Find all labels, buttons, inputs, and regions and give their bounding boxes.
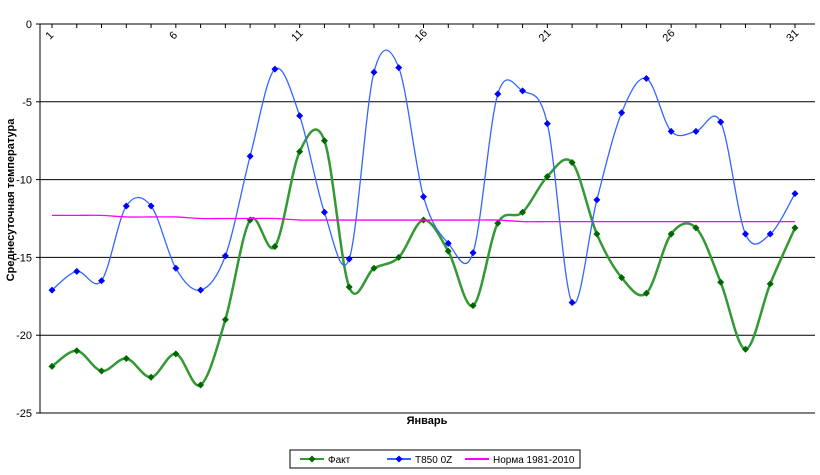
marker [345,283,353,291]
marker [296,148,304,156]
y-tick-label: -5 [22,97,32,109]
marker [568,158,576,166]
y-tick-label: -15 [16,252,32,264]
marker [791,224,799,232]
marker [642,74,650,82]
marker [122,202,130,210]
marker [172,350,180,358]
x-tick-label: 31 [784,27,801,44]
series-line [51,214,795,223]
marker [494,219,502,227]
legend-label: T850 0Z [415,455,452,466]
marker [370,264,378,272]
marker [420,193,427,201]
marker [172,264,180,272]
marker [494,90,502,98]
x-tick-label: 11 [289,28,306,45]
marker [717,278,725,286]
marker [370,68,378,76]
legend-label: Норма 1981-2010 [493,455,575,466]
marker [221,252,229,260]
x-tick-label: 1 [43,29,56,42]
marker [98,277,106,285]
marker [741,345,749,353]
marker [593,230,601,238]
legend-marker [395,455,403,463]
marker [667,127,675,135]
x-axis-title: Январь [407,415,448,427]
marker [618,109,626,117]
marker [618,274,626,282]
marker [543,172,551,180]
marker [271,243,279,251]
marker [692,224,700,232]
y-tick-label: 0 [26,19,32,31]
y-axis-title: Среднесуточная температура [5,118,17,282]
marker [197,286,205,294]
marker [73,267,81,275]
marker [444,239,452,247]
marker [469,302,477,310]
marker [593,196,601,204]
marker [48,362,56,370]
marker [122,355,130,363]
marker [320,208,328,216]
marker [791,190,799,198]
marker [73,347,81,355]
legend-box [289,449,581,469]
marker [469,249,477,257]
marker [667,230,675,238]
marker [543,120,551,128]
marker [642,289,650,297]
marker [741,230,749,238]
marker [692,127,700,135]
marker [717,118,725,126]
marker [147,373,155,381]
marker [345,255,353,263]
marker [519,208,527,216]
marker [296,112,304,120]
marker [568,299,576,307]
marker [444,247,452,255]
marker [320,137,328,145]
marker [766,280,774,288]
y-tick-label: -25 [16,408,32,420]
marker [246,152,254,160]
x-tick-label: 6 [167,29,180,42]
legend-label: Факт [328,455,351,466]
marker [766,230,774,238]
series-line [51,49,796,305]
x-tick-label: 26 [660,27,677,44]
x-tick-label: 21 [537,27,554,44]
x-tick-label: 16 [413,27,430,44]
marker [395,64,403,72]
marker [221,316,229,324]
legend-marker [308,455,316,463]
marker [98,367,106,375]
marker [271,65,279,73]
y-tick-label: -10 [16,175,32,187]
y-tick-label: -20 [16,330,32,342]
marker [147,202,155,210]
marker [519,87,527,95]
marker [197,381,205,389]
marker [395,253,403,261]
marker [48,286,56,294]
